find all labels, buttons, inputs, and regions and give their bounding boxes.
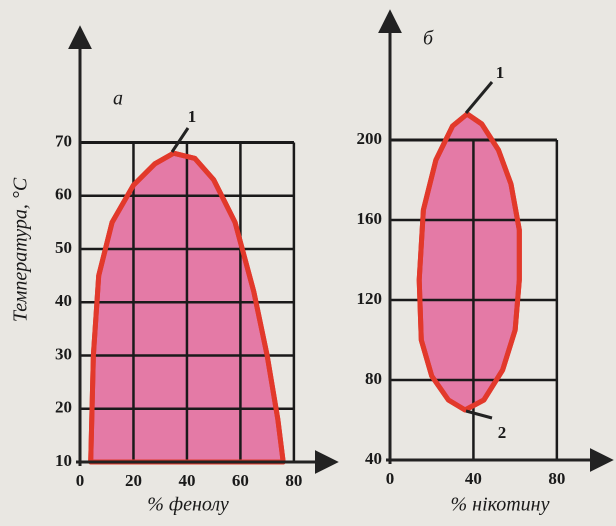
x-tick-label: 40 — [178, 471, 195, 490]
leader-line — [464, 81, 494, 114]
x-tick-label: 40 — [465, 469, 482, 488]
y-tick-label: 40 — [55, 291, 72, 310]
annotation: 2 — [498, 423, 507, 442]
y-axis-label: Температура, °С — [10, 177, 32, 322]
y-tick-label: 160 — [357, 209, 383, 228]
y-tick-label: 80 — [365, 369, 382, 388]
x-tick-label: 20 — [125, 471, 142, 490]
y-tick-label: 10 — [55, 451, 72, 470]
x-tick-label: 0 — [386, 469, 395, 488]
y-tick-label: 40 — [365, 449, 382, 468]
x-tick-label: 0 — [76, 471, 85, 490]
y-tick-label: 120 — [357, 289, 383, 308]
x-tick-label: 80 — [548, 469, 565, 488]
y-tick-label: 200 — [357, 129, 383, 148]
y-tick-label: 30 — [55, 344, 72, 363]
y-tick-label: 20 — [55, 398, 72, 417]
annotation: 1 — [188, 107, 197, 126]
x-axis-label: % нікотину — [451, 494, 550, 516]
leader-line — [465, 409, 493, 420]
x-tick-label: 80 — [285, 471, 302, 490]
y-tick-label: 60 — [55, 185, 72, 204]
panel-label: б — [423, 28, 434, 50]
x-tick-label: 60 — [232, 471, 249, 490]
annotation: 1 — [496, 63, 505, 82]
region-edge — [416, 111, 522, 413]
x-axis-label: % фенолу — [147, 494, 229, 516]
y-tick-label: 70 — [55, 131, 72, 150]
panel-label: а — [113, 88, 123, 110]
leader-line — [170, 127, 190, 153]
region-edge — [88, 150, 286, 465]
y-tick-label: 50 — [55, 238, 72, 257]
